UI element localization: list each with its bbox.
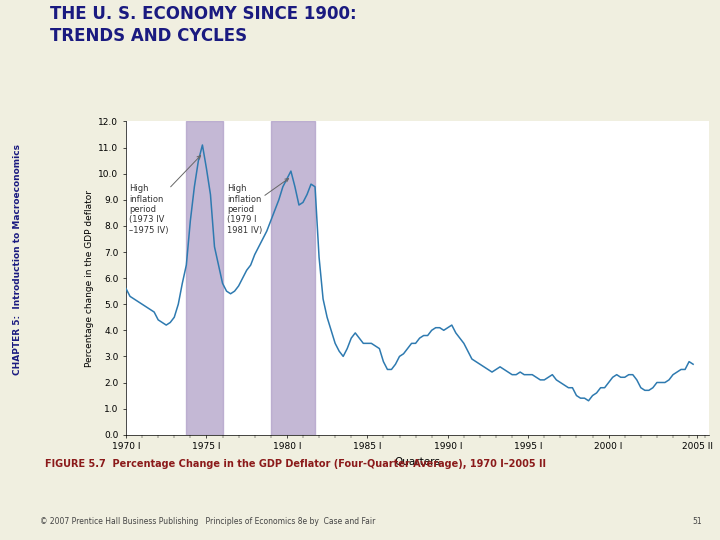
Text: High
inflation
period
(1973 IV
–1975 IV): High inflation period (1973 IV –1975 IV): [129, 156, 201, 235]
Text: © 2007 Prentice Hall Business Publishing   Principles of Economics 8e by  Case a: © 2007 Prentice Hall Business Publishing…: [40, 517, 375, 526]
Text: FIGURE 5.7  Percentage Change in the GDP Deflator (Four-Quarter Average), 1970 I: FIGURE 5.7 Percentage Change in the GDP …: [45, 460, 546, 469]
Text: THE U. S. ECONOMY SINCE 1900:
TRENDS AND CYCLES: THE U. S. ECONOMY SINCE 1900: TRENDS AND…: [50, 5, 357, 45]
Bar: [186, 122, 222, 435]
Text: CHAPTER 5:  Introduction to Macroeconomics: CHAPTER 5: Introduction to Macroeconomic…: [13, 144, 22, 375]
Bar: [271, 122, 315, 435]
X-axis label: Quarters: Quarters: [395, 457, 441, 467]
Y-axis label: Percentage change in the GDP deflator: Percentage change in the GDP deflator: [85, 190, 94, 367]
Text: 51: 51: [693, 517, 702, 526]
Text: High
inflation
period
(1979 I
1981 IV): High inflation period (1979 I 1981 IV): [228, 179, 289, 235]
